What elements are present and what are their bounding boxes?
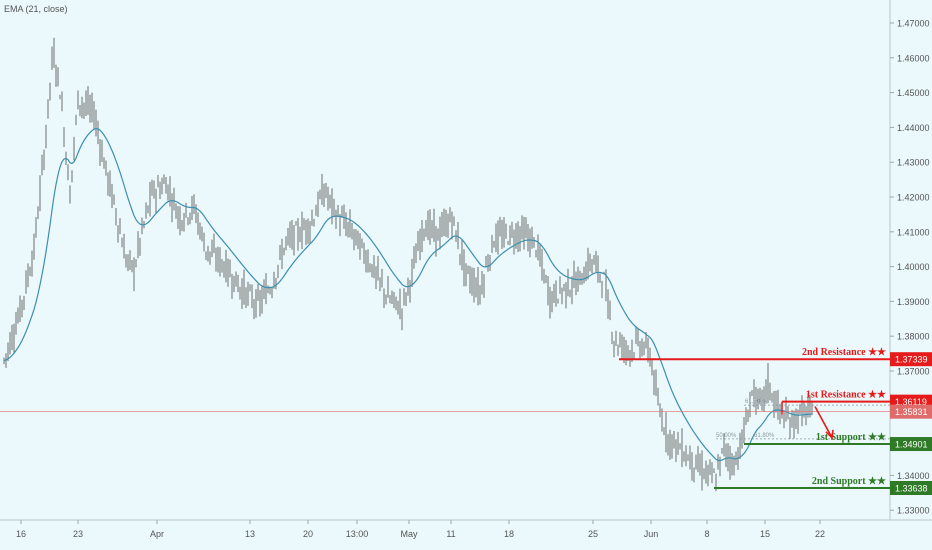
resistance-label: 2nd Resistance ★★ [802, 347, 886, 358]
y-tick-label: 1.38000 [897, 332, 930, 342]
y-tick-label: 1.33000 [897, 506, 930, 516]
x-tick-label: 23 [73, 529, 83, 539]
arrow-head-icon [825, 429, 834, 440]
resistance-label: 1st Resistance ★★ [806, 390, 886, 401]
support-label: 2nd Support ★★ [812, 476, 886, 487]
ema-line [3, 127, 813, 462]
y-tick-label: 1.40000 [897, 262, 930, 272]
y-tick-label: 1.43000 [897, 158, 930, 168]
y-tick-label: 1.37000 [897, 367, 930, 377]
x-tick-label: 13 [245, 529, 255, 539]
x-tick-label: 20 [303, 529, 313, 539]
current-price-tag [890, 404, 932, 419]
projection-arrow [814, 406, 833, 439]
price-tag-label: 1.36119 [895, 397, 927, 407]
current-price-label: 1.35831 [895, 407, 928, 417]
x-tick-label: 16 [16, 529, 26, 539]
price-tag [890, 480, 932, 495]
y-tick-label: 1.47000 [897, 19, 930, 29]
price-tag [890, 437, 932, 452]
x-tick-label: 18 [504, 529, 514, 539]
y-tick-label: 1.34000 [897, 471, 930, 481]
fib-label: 50.00% [716, 433, 737, 439]
y-tick-label: 1.44000 [897, 123, 930, 133]
price-tag-label: 1.37339 [895, 355, 928, 365]
y-tick-label: 1.45000 [897, 88, 930, 98]
x-tick-label: Apr [150, 529, 164, 539]
y-tick-label: 1.41000 [897, 227, 930, 237]
price-tag-label: 1.33638 [895, 483, 928, 493]
x-tick-label: 13:00 [346, 529, 369, 539]
x-tick-label: Jun [644, 529, 659, 539]
y-tick-label: 1.39000 [897, 297, 930, 307]
x-tick-label: 15 [760, 529, 770, 539]
indicator-label: EMA (21, close) [4, 4, 68, 14]
x-tick-label: 25 [588, 529, 598, 539]
x-tick-label: 11 [446, 529, 455, 539]
price-tag [890, 352, 932, 367]
y-tick-label: 1.46000 [897, 53, 930, 63]
fib-label: 61.80% [745, 399, 766, 405]
x-tick-label: 8 [704, 529, 709, 539]
y-tick-label: 1.42000 [897, 193, 930, 203]
price-tag-label: 1.34901 [895, 440, 928, 450]
fib-label: 61.80% [754, 433, 775, 439]
x-tick-label: May [400, 529, 418, 539]
candles [3, 37, 813, 492]
x-tick-label: 22 [815, 529, 825, 539]
support-label: 1st Support ★★ [816, 432, 886, 443]
